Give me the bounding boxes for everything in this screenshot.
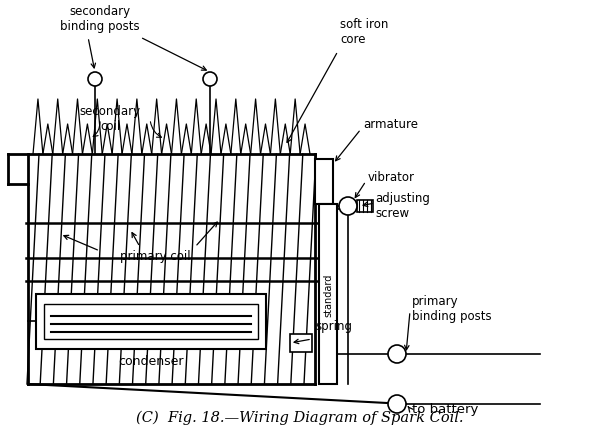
Text: armature: armature [363, 118, 418, 131]
Text: standard: standard [323, 273, 333, 316]
Text: primary
binding posts: primary binding posts [412, 294, 491, 322]
Circle shape [88, 73, 102, 87]
Text: condenser: condenser [118, 354, 184, 367]
Bar [290, 334, 312, 352]
Bar [36, 294, 266, 349]
Text: soft iron
core: soft iron core [340, 18, 388, 46]
Text: adjusting
screw: adjusting screw [375, 191, 430, 220]
Text: vibrator: vibrator [368, 171, 415, 184]
Bar [357, 201, 373, 213]
Text: primary coil: primary coil [119, 250, 190, 263]
Text: to battery: to battery [412, 403, 478, 415]
Text: (C)  Fig. 18.—Wiring Diagram of Spark Coil.: (C) Fig. 18.—Wiring Diagram of Spark Coi… [136, 410, 464, 424]
Bar [44, 304, 258, 339]
Text: secondary
binding posts: secondary binding posts [60, 5, 140, 33]
Circle shape [339, 197, 357, 216]
Text: secondary
coil: secondary coil [79, 105, 140, 133]
Circle shape [388, 395, 406, 413]
Circle shape [203, 73, 217, 87]
Bar [315, 160, 333, 204]
Bar [319, 204, 337, 384]
Circle shape [388, 345, 406, 363]
Text: spring: spring [315, 319, 352, 332]
